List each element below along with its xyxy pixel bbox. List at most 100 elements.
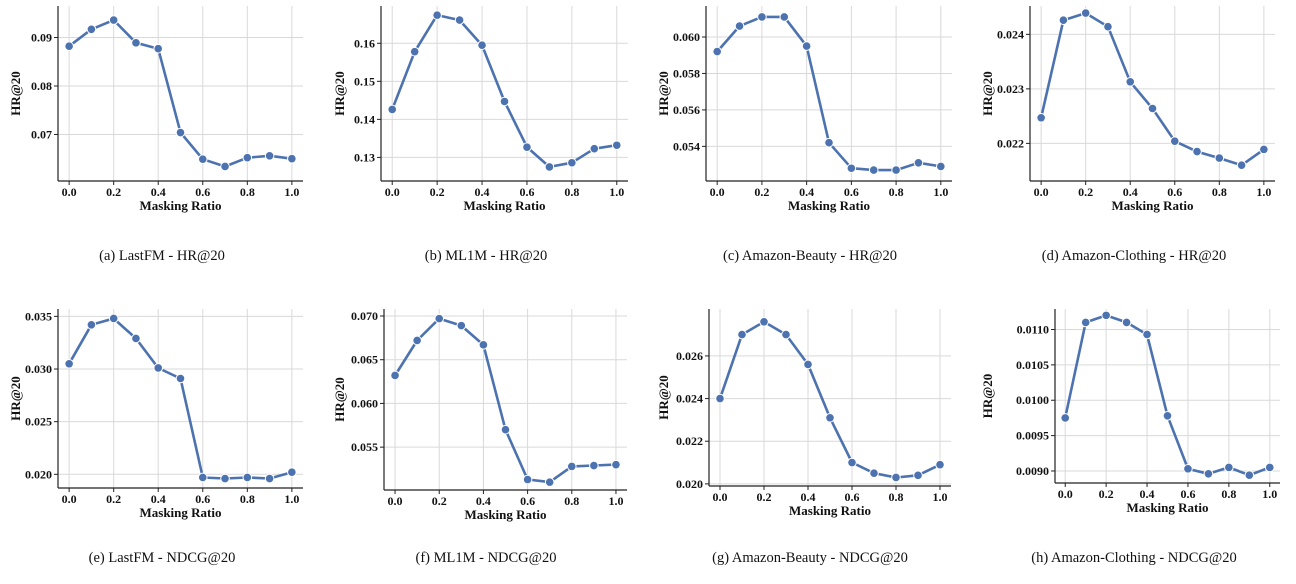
data-point (759, 316, 769, 327)
data-point (287, 467, 297, 478)
x-axis-label: Masking Ratio (1127, 500, 1209, 515)
x-tick-label: 0.8 (564, 494, 579, 508)
y-tick-label: 0.14 (354, 112, 375, 126)
data-point (779, 12, 790, 22)
subplot-caption: (c) Amazon-Beauty - HR@20 (722, 248, 897, 264)
chart-canvas: 0.0 0.2 0.4 0.6 0.8 1.0 0.022 0.023 0.024 Masking… (980, 6, 1275, 213)
subplot-amazon-beauty-ndcg: 0.0 0.2 0.4 0.6 0.8 1.0 0.020 0.022 0.024 0.026 Ma… (648, 296, 972, 584)
data-point (1058, 15, 1069, 25)
chart-canvas: 0.0 0.2 0.4 0.6 0.8 1.0 0.0090 0.0095 0.0100 0.01… (980, 309, 1280, 515)
data-point (390, 370, 400, 381)
x-tick-label: 0.2 (432, 494, 447, 508)
x-axis-label: Masking Ratio (788, 198, 870, 213)
data-point (197, 154, 208, 164)
data-point (1192, 146, 1202, 157)
series-line (68, 18, 293, 168)
data-point (412, 335, 422, 346)
data-point (1183, 464, 1193, 474)
x-tick-label: 0.8 (1221, 487, 1236, 501)
y-tick-label: 0.0110 (1017, 323, 1049, 337)
chart-canvas: 0.0 0.2 0.4 0.6 0.8 1.0 0.07 0.08 0.09 Masking Ra… (8, 6, 303, 213)
data-point (712, 46, 722, 57)
data-point (1236, 160, 1247, 170)
x-tick-label: 0.4 (151, 185, 166, 199)
data-point (825, 412, 835, 423)
data-point (611, 140, 622, 151)
x-tick-label: 0.4 (799, 185, 814, 199)
y-tick-label: 0.020 (676, 477, 703, 491)
data-point (1224, 462, 1234, 473)
data-point (1214, 153, 1225, 163)
x-tick-label: 1.0 (933, 185, 948, 199)
y-tick-label: 0.09 (31, 31, 52, 45)
x-tick-label: 0.6 (1180, 487, 1195, 501)
x-tick-label: 1.0 (608, 494, 623, 508)
data-point (1169, 136, 1180, 147)
y-tick-label: 0.025 (25, 415, 52, 429)
data-point (935, 459, 945, 470)
data-point (1244, 470, 1255, 481)
x-axis-label: Masking Ratio (1112, 198, 1194, 213)
x-tick-label: 0.0 (62, 492, 77, 506)
data-point (1101, 310, 1111, 321)
x-tick-label: 0.8 (240, 185, 255, 199)
x-tick-label: 1.0 (284, 492, 299, 506)
x-tick-label: 0.2 (430, 185, 445, 199)
y-tick-label: 0.055 (351, 440, 378, 454)
x-tick-label: 0.6 (195, 492, 210, 506)
data-point (566, 461, 577, 472)
data-point (824, 137, 834, 148)
x-tick-label: 0.4 (801, 490, 816, 504)
subplot-caption: (g) Amazon-Beauty - NDCG@20 (712, 550, 908, 566)
data-point (1080, 8, 1091, 18)
x-tick-label: 0.6 (519, 185, 534, 199)
data-point (715, 393, 725, 404)
data-point (86, 24, 97, 35)
data-point (734, 21, 745, 31)
subplot-caption: (b) ML1M - HR@20 (424, 248, 548, 264)
x-tick-label: 0.4 (476, 494, 491, 508)
y-axis-label: HR@20 (980, 374, 995, 419)
data-point (409, 46, 420, 57)
y-axis-label: HR@20 (980, 71, 995, 116)
chart-canvas: 0.0 0.2 0.4 0.6 0.8 1.0 0.054 0.056 0.058 0.060 Ma… (656, 6, 952, 213)
y-axis-label: HR@20 (8, 71, 23, 116)
data-point (868, 165, 879, 175)
data-point (522, 142, 532, 152)
series-line (67, 317, 293, 480)
data-point (456, 320, 467, 331)
subplot-amazon-beauty-hr: 0.0 0.2 0.4 0.6 0.8 1.0 0.054 0.056 0.058 0.060 Ma… (648, 0, 972, 288)
y-tick-label: 0.054 (673, 139, 700, 153)
data-point (220, 161, 230, 172)
y-tick-label: 0.08 (31, 79, 52, 93)
y-tick-label: 0.020 (25, 467, 52, 481)
y-tick-label: 0.0105 (1016, 358, 1049, 372)
data-point (611, 459, 621, 470)
data-point (131, 38, 141, 48)
x-tick-label: 0.2 (106, 185, 121, 199)
data-point (432, 10, 442, 20)
y-tick-label: 0.024 (997, 27, 1024, 41)
x-tick-label: 0.2 (757, 490, 772, 504)
y-axis-label: HR@20 (332, 71, 347, 116)
y-tick-label: 0.15 (354, 74, 375, 88)
data-point (544, 477, 555, 487)
chart-canvas: 0.0 0.2 0.4 0.6 0.8 1.0 0.055 0.060 0.065 0.070 Ma… (332, 309, 627, 522)
data-point (500, 424, 511, 435)
data-point (242, 472, 253, 483)
y-tick-label: 0.058 (673, 66, 700, 80)
data-point (737, 329, 747, 340)
subplot-ml1m-hr: 0.0 0.2 0.4 0.6 0.8 1.0 0.13 0.14 0.15 0.16 Maskin… (324, 0, 648, 288)
data-point (781, 329, 791, 340)
x-tick-label: 1.0 (609, 185, 624, 199)
data-point (264, 473, 275, 484)
x-tick-label: 0.6 (195, 185, 210, 199)
data-point (175, 127, 186, 138)
y-axis-label: HR@20 (656, 71, 671, 116)
x-tick-label: 1.0 (933, 490, 948, 504)
data-point (175, 373, 186, 384)
data-point (64, 358, 74, 369)
y-tick-label: 0.035 (25, 309, 52, 323)
x-tick-label: 0.8 (889, 185, 904, 199)
x-tick-label: 1.0 (284, 185, 299, 199)
